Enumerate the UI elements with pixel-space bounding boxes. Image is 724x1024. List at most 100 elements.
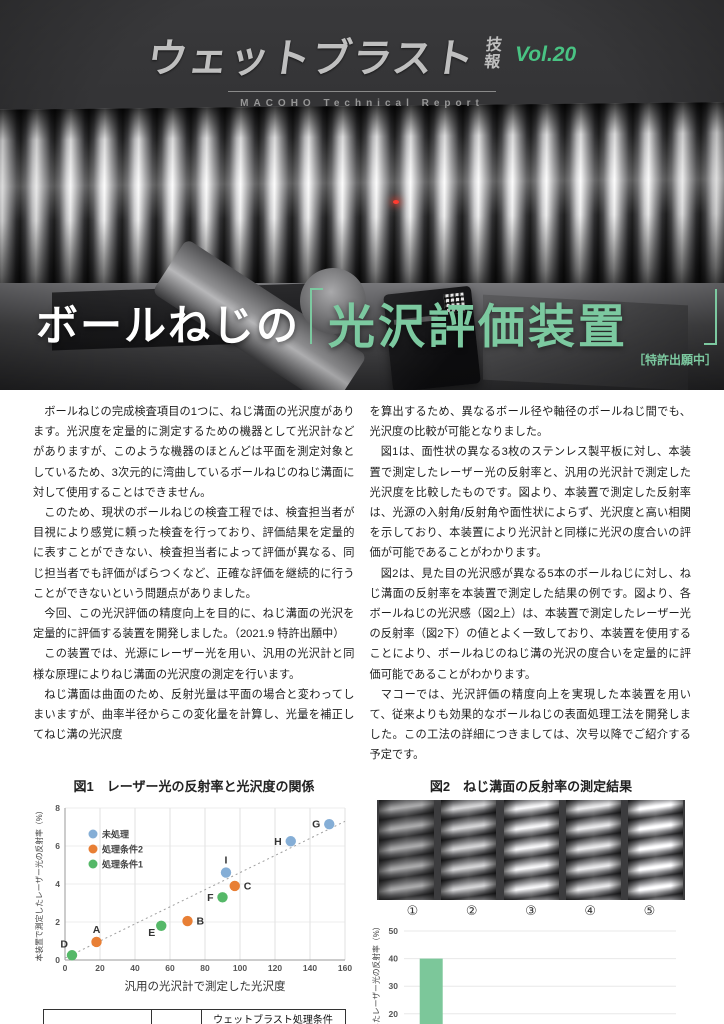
masthead-title: ウェットブラスト: [144, 37, 478, 81]
scatter-point: [217, 891, 228, 903]
screw-sample-number: ②: [465, 902, 478, 918]
scatter-point: [220, 867, 232, 878]
scatter-point: [66, 949, 78, 961]
screw-sample-number: ①: [406, 902, 419, 918]
ball-screw-photo: [0, 102, 724, 302]
bar-chart: 01020304050ねじ溝面の反射率の測定結果本装置で測定したレーザー光の反射…: [371, 922, 676, 1024]
y-tick-label: 6: [55, 841, 60, 851]
right-column: を算出するため、異なるボール径や軸径のボールねじ間でも、光沢度の比較が可能となり…: [370, 402, 692, 766]
y-axis-title: 本装置で測定したレーザー光の反射率（%）: [371, 922, 381, 1024]
screw-sample-number: ④: [584, 902, 597, 918]
y-axis-title: 本装置で測定したレーザー光の反射率（%）: [34, 806, 44, 961]
paragraph: 図1は、面性状の異なる3枚のステンレス製平板に対し、本装置で測定したレーザー光の…: [369, 446, 692, 560]
screw-sample-strip: [628, 799, 683, 900]
paragraph: ボールねじの完成検査項目の1つに、ねじ溝面の光沢度があります。光沢度を定量的に測…: [33, 406, 355, 499]
x-tick-label: 140: [303, 963, 317, 973]
scatter-point: [182, 915, 193, 926]
left-column: ボールねじの完成検査項目の1つに、ねじ溝面の光沢度があります。光沢度を定量的に測…: [33, 402, 355, 766]
patent-pending-note: ［特許出願中］: [633, 353, 718, 367]
x-tick-label: 100: [233, 963, 247, 973]
y-tick-label: 8: [55, 803, 60, 813]
screw-samples-photo: [377, 799, 685, 900]
x-tick-label: 40: [130, 963, 140, 973]
y-tick-label: 2: [55, 917, 60, 927]
x-tick-label: 160: [338, 963, 352, 973]
y-tick-label: 20: [389, 1008, 399, 1018]
point-label: C: [244, 880, 252, 892]
paragraph: マコーでは、光沢評価の精度向上を実現した本装置を用いて、従来よりも効果的なボール…: [369, 688, 692, 762]
laser-spot: [393, 200, 399, 204]
x-tick-label: 120: [268, 963, 282, 973]
point-label: I: [225, 854, 228, 866]
point-label: B: [197, 915, 205, 927]
masthead-title-suffix: 技 報: [483, 37, 503, 72]
masthead-suffix-char: 技: [485, 37, 503, 55]
point-label: A: [93, 924, 101, 936]
point-label: H: [274, 835, 282, 847]
y-tick-label: 4: [55, 879, 60, 889]
y-tick-label: 0: [55, 955, 60, 965]
x-tick-label: 80: [200, 963, 210, 973]
masthead-suffix-char: 報: [483, 54, 502, 71]
article-title: ボールねじの 光沢評価装置 ［特許出願中］: [36, 277, 718, 368]
scatter-point: [91, 936, 102, 947]
table-empty-cell: [150, 1008, 202, 1024]
masthead-subtitle: MACOHO Technical Report: [240, 98, 484, 109]
point-label: E: [148, 926, 155, 938]
table-empty-cell: [42, 1008, 152, 1024]
screw-sample-numbers: ① ② ③ ④ ⑤: [385, 903, 677, 919]
trend-line: [64, 820, 346, 959]
x-axis-title: 汎用の光沢計で測定した光沢度: [125, 979, 286, 993]
screw-sample-strip: [565, 799, 621, 900]
close-bracket-decoration: [704, 289, 718, 345]
article-body: ボールねじの完成検査項目の1つに、ねじ溝面の光沢度があります。光沢度を定量的に測…: [0, 390, 724, 766]
point-label: D: [60, 938, 68, 950]
masthead-divider: [228, 91, 496, 92]
article-title-prefix: ボールねじの: [36, 302, 301, 349]
x-tick-label: 20: [95, 963, 105, 973]
point-label: F: [207, 891, 214, 903]
figure1: 図1 レーザー光の反射率と光沢度の関係 0 20 40 60 80 100 120 140 16…: [33, 776, 355, 1024]
y-tick-label: 30: [389, 981, 399, 991]
close-bracket-group: ［特許出願中］: [633, 277, 718, 368]
scatter-point: [324, 818, 335, 830]
legend-label: 未処理: [101, 828, 129, 839]
y-tick-label: 50: [389, 926, 399, 936]
legend-label: 処理条件1: [101, 858, 143, 869]
point-label: G: [312, 818, 320, 830]
paragraph: 図2は、見た目の光沢感が異なる5本のボールねじに対し、ねじ溝面の反射率を本装置で…: [369, 567, 692, 681]
table-header-group: ウェットブラスト処理条件: [200, 1008, 346, 1024]
figures-section: 図1 レーザー光の反射率と光沢度の関係 0 20 40 60 80 100 120 140 16…: [0, 766, 724, 1024]
paragraph: このため、現状のボールねじの検査工程では、検査担当者が目視により感覚に頼った検査…: [33, 507, 355, 600]
screw-sample-strip: [379, 799, 434, 900]
legend-swatch: [88, 844, 98, 854]
condition-table: ウェットブラスト処理条件 1 2 未処理 入射角/反射角 20° D A G 6…: [42, 1008, 346, 1024]
screw-sample-number: ③: [525, 902, 537, 918]
legend-label: 処理条件2: [101, 843, 143, 854]
screw-sample-number: ⑤: [643, 902, 656, 918]
paragraph: を算出するため、異なるボール径や軸径のボールねじ間でも、光沢度の比較が可能となり…: [369, 406, 692, 439]
scatter-point: [285, 835, 296, 847]
hero-photo-section: ウェットブラスト 技 報 Vol.20 MACOHO Technical Rep…: [0, 0, 724, 390]
volume-number: Vol.20: [515, 43, 577, 66]
masthead: ウェットブラスト 技 報 Vol.20 MACOHO Technical Rep…: [0, 26, 724, 109]
legend-swatch: [88, 859, 98, 869]
bar: [419, 958, 443, 1024]
figure1-caption: 図1 レーザー光の反射率と光沢度の関係: [73, 778, 315, 794]
scatter-point: [229, 880, 240, 891]
legend-swatch: [88, 829, 98, 839]
y-tick-label: 40: [389, 953, 399, 963]
paragraph: 今回、この光沢評価の精度向上を目的に、ねじ溝面の光沢を定量的に評価する装置を開発…: [33, 608, 355, 641]
scatter-point: [156, 920, 167, 931]
screw-sample-strip: [503, 799, 559, 900]
open-bracket-decoration: [310, 287, 324, 344]
paragraph: この装置では、光源にレーザー光を用い、汎用の光沢計と同様な原理によりねじ溝面の光…: [33, 648, 355, 681]
figure2-caption: 図2 ねじ溝面の反射率の測定結果: [429, 778, 633, 794]
screw-sample-strip: [441, 799, 497, 900]
scatter-chart: 0 20 40 60 80 100 120 140 160 0 2 4 6 8 I H G A B C D E F 未処理処理…: [34, 803, 352, 993]
paragraph: ねじ溝面は曲面のため、反射光量は平面の場合と変わってしまいますが、曲率半径からこ…: [33, 688, 355, 742]
x-tick-label: 0: [63, 963, 68, 973]
article-title-main: 光沢評価装置: [328, 300, 629, 353]
